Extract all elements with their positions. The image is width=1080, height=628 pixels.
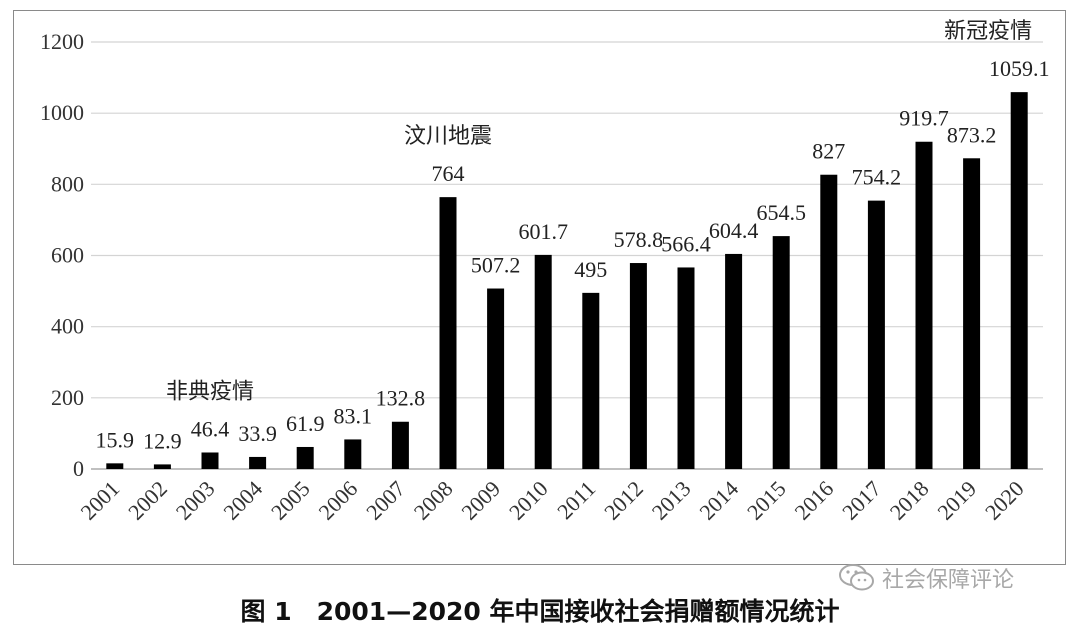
data-label: 764 <box>432 161 465 186</box>
x-tick-label: 2017 <box>837 476 886 525</box>
x-tick-label: 2013 <box>647 476 696 525</box>
bar <box>487 288 505 469</box>
x-tick-label: 2002 <box>123 476 172 525</box>
x-tick-label: 2009 <box>456 476 505 525</box>
x-tick-label: 2012 <box>599 476 648 525</box>
bar <box>534 254 552 469</box>
x-tick-label: 2020 <box>980 476 1029 525</box>
data-label: 61.9 <box>286 411 325 436</box>
x-tick-label: 2001 <box>76 476 125 525</box>
x-tick-label: 2003 <box>171 476 220 525</box>
bar <box>629 263 647 469</box>
x-tick-label: 2019 <box>932 476 981 525</box>
bar <box>867 200 885 469</box>
data-label: 827 <box>812 139 845 164</box>
data-label: 601.7 <box>518 219 568 244</box>
x-tick-label: 2014 <box>694 476 743 525</box>
data-label: 12.9 <box>143 428 182 453</box>
watermark-text: 社会保障评论 <box>882 568 1015 593</box>
data-label: 495 <box>574 257 607 282</box>
bar <box>249 456 267 469</box>
bar <box>582 292 600 469</box>
y-tick-label: 800 <box>51 171 84 196</box>
bar <box>201 452 219 469</box>
x-tick-label: 2006 <box>314 476 363 525</box>
bar <box>915 141 933 469</box>
data-label: 132.8 <box>376 386 426 411</box>
bar <box>106 463 124 469</box>
event-annotation: 汶川地震 <box>404 124 492 149</box>
x-tick-label: 2016 <box>790 476 839 525</box>
watermark: 社会保障评论 <box>838 561 1014 595</box>
event-annotation: 新冠疫情 <box>944 19 1032 44</box>
wechat-icon <box>839 564 874 591</box>
bar <box>820 174 838 469</box>
x-tick-label: 2005 <box>266 476 315 525</box>
y-tick-label: 1200 <box>40 29 84 54</box>
event-annotation: 非典疫情 <box>166 379 254 404</box>
bar <box>153 464 171 469</box>
data-label: 33.9 <box>238 421 277 446</box>
data-label: 654.5 <box>756 200 806 225</box>
data-label: 15.9 <box>96 427 135 452</box>
bar <box>391 421 409 469</box>
bar <box>725 253 743 469</box>
x-tick-label: 2010 <box>504 476 553 525</box>
data-label: 46.4 <box>191 416 230 441</box>
bar-chart: 0 200 400 600 800 1000 1200 15.9 2001 12.9 2002 46.… <box>40 19 1050 525</box>
bar <box>1010 92 1028 470</box>
y-tick-label: 200 <box>51 385 84 410</box>
data-label: 507.2 <box>471 253 521 278</box>
bar <box>772 236 790 469</box>
data-label: 1059.1 <box>989 56 1050 81</box>
x-tick-label: 2011 <box>552 476 600 524</box>
bar <box>963 158 981 470</box>
data-label: 919.7 <box>899 106 949 131</box>
y-tick-label: 600 <box>51 243 84 268</box>
x-tick-label: 2008 <box>409 476 458 525</box>
data-label: 566.4 <box>661 231 711 256</box>
x-tick-label: 2007 <box>361 476 410 525</box>
x-tick-label: 2018 <box>885 476 934 525</box>
bar <box>296 446 314 469</box>
data-label: 83.1 <box>334 403 373 428</box>
bar <box>439 197 457 470</box>
data-label: 754.2 <box>852 165 902 190</box>
chart-frame <box>13 10 1066 565</box>
y-tick-label: 0 <box>73 456 84 481</box>
x-tick-label: 2004 <box>218 476 267 525</box>
x-tick-label: 2015 <box>742 476 791 525</box>
bar <box>344 439 362 469</box>
y-tick-label: 400 <box>51 314 84 339</box>
data-label: 873.2 <box>947 122 997 147</box>
data-label: 604.4 <box>709 218 759 243</box>
figure-caption: 图 1 2001—2020 年中国接收社会捐赠额情况统计 <box>240 597 840 626</box>
y-tick-label: 1000 <box>40 100 84 125</box>
data-label: 578.8 <box>614 227 664 252</box>
bar <box>677 267 695 469</box>
